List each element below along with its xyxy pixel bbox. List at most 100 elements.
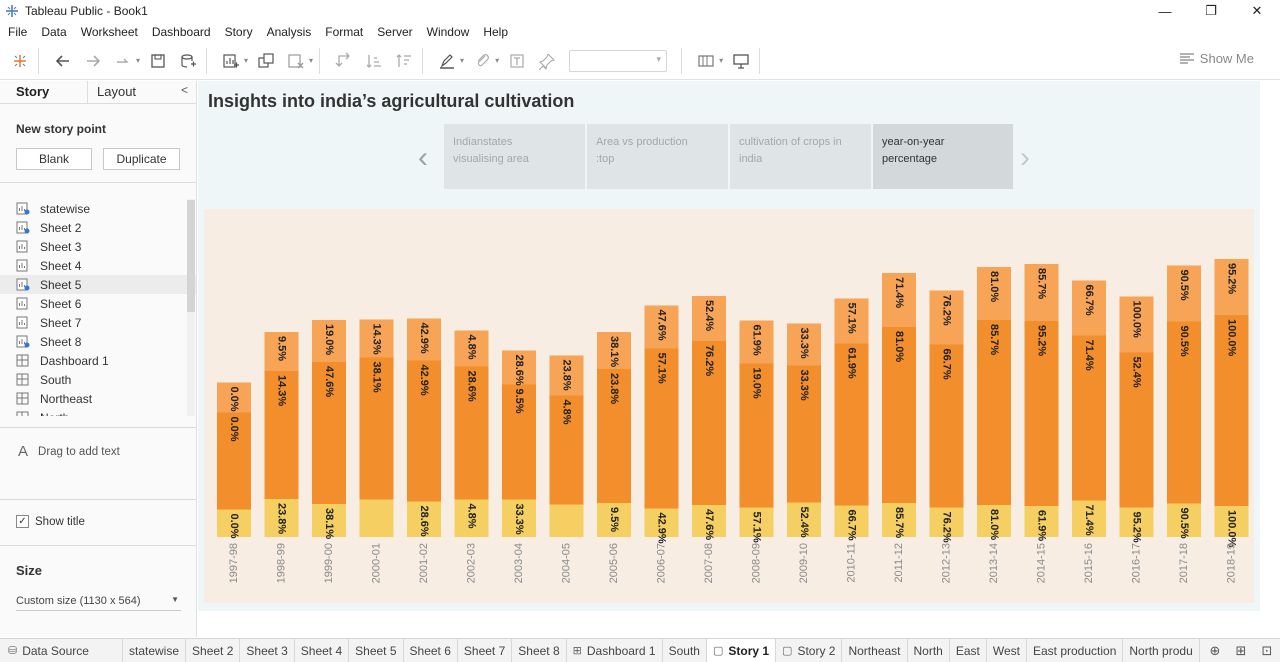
sheet-list-item[interactable]: Sheet 5 xyxy=(0,275,196,294)
bar-segment[interactable] xyxy=(739,363,774,508)
bar-segment[interactable] xyxy=(264,371,299,499)
bar-segment[interactable] xyxy=(834,343,869,506)
bar-segment[interactable] xyxy=(692,341,726,505)
bar-segment[interactable] xyxy=(644,348,679,509)
swap-rows-columns-icon[interactable] xyxy=(332,49,356,73)
bar-segment[interactable] xyxy=(312,504,346,537)
sort-descending-icon[interactable] xyxy=(392,49,416,73)
tab-statewise[interactable]: statewise xyxy=(123,639,187,662)
story-point-4[interactable]: year-on-year percentage xyxy=(873,124,1015,189)
bar-segment[interactable] xyxy=(977,505,1011,537)
bar-segment[interactable] xyxy=(359,357,394,500)
bar-segment[interactable] xyxy=(502,384,536,500)
bar-segment[interactable] xyxy=(1167,503,1201,538)
tab-story[interactable]: Story xyxy=(16,84,50,99)
show-cards-icon[interactable] xyxy=(694,49,718,73)
bar-segment[interactable] xyxy=(217,509,251,538)
bar-segment[interactable] xyxy=(1072,335,1106,501)
sheet-list-item[interactable]: Dashboard 1 xyxy=(0,351,196,370)
bar-segment[interactable] xyxy=(929,344,964,508)
tab-east[interactable]: East xyxy=(950,639,987,662)
show-me-button[interactable]: Show Me xyxy=(1179,51,1254,66)
menu-dashboard[interactable]: Dashboard xyxy=(151,25,211,39)
sheet-list-item[interactable]: Sheet 6 xyxy=(0,294,196,313)
bar-segment[interactable] xyxy=(217,412,251,510)
bar-segment[interactable] xyxy=(597,503,631,537)
bar-segment[interactable] xyxy=(1119,507,1154,538)
tab-dashboard-1[interactable]: ⊞ Dashboard 1 xyxy=(567,639,663,662)
menu-file[interactable]: File xyxy=(8,25,28,39)
restore-icon[interactable]: ❐ xyxy=(1205,3,1217,18)
new-worksheet-tab-icon[interactable]: ⊕ xyxy=(1209,643,1221,658)
tab-north[interactable]: North xyxy=(908,639,950,662)
bar-segment[interactable] xyxy=(312,320,346,362)
menu-format[interactable]: Format xyxy=(325,25,364,39)
blank-button[interactable]: Blank xyxy=(16,148,92,170)
bar-segment[interactable] xyxy=(929,507,964,538)
new-worksheet-icon[interactable] xyxy=(219,49,243,73)
redo-icon[interactable] xyxy=(81,49,105,73)
drag-to-add-text[interactable]: A Drag to add text xyxy=(18,443,120,460)
tab-west[interactable]: West xyxy=(987,639,1027,662)
bar-segment[interactable] xyxy=(787,502,821,538)
bar-segment[interactable] xyxy=(977,320,1011,505)
bar-segment[interactable] xyxy=(882,503,916,537)
highlight-icon[interactable] xyxy=(435,49,459,73)
sheet-list-item[interactable]: South xyxy=(0,370,196,389)
bar-segment[interactable] xyxy=(549,355,584,396)
bar-segment[interactable] xyxy=(407,318,441,361)
bar-segment[interactable] xyxy=(1119,352,1154,508)
sheet-list-item[interactable]: Sheet 7 xyxy=(0,313,196,332)
bar-segment[interactable] xyxy=(1024,264,1059,321)
bar-segment[interactable] xyxy=(692,505,726,537)
bar-segment[interactable] xyxy=(502,350,536,385)
new-data-source-icon[interactable] xyxy=(176,49,200,73)
save-icon[interactable] xyxy=(146,49,170,73)
bar-segment[interactable] xyxy=(882,327,916,503)
story-point-3[interactable]: cultivation of crops in india xyxy=(730,124,873,189)
menu-data[interactable]: Data xyxy=(41,25,67,39)
bar-segment[interactable] xyxy=(1119,296,1154,353)
sheet-list-item[interactable]: North xyxy=(0,408,196,416)
group-members-icon[interactable] xyxy=(470,49,494,73)
bar-segment[interactable] xyxy=(739,507,774,538)
bar-segment[interactable] xyxy=(549,395,584,505)
bar-segment[interactable] xyxy=(407,501,441,538)
bar-segment[interactable] xyxy=(1167,321,1201,504)
bar-segment[interactable] xyxy=(1214,506,1249,537)
bar-segment[interactable] xyxy=(834,298,869,344)
tab-north-production[interactable]: North produ xyxy=(1123,639,1200,662)
bar-segment[interactable] xyxy=(787,365,821,503)
new-dashboard-tab-icon[interactable]: ⊞ xyxy=(1235,643,1247,658)
tab-story-1[interactable]: ▢ Story 1 xyxy=(706,639,777,662)
menu-story[interactable]: Story xyxy=(224,25,253,39)
bar-segment[interactable] xyxy=(359,319,394,358)
presentation-mode-icon[interactable] xyxy=(729,49,753,73)
bar-segment[interactable] xyxy=(977,267,1011,320)
bar-segment[interactable] xyxy=(1167,265,1201,322)
tab-east-production[interactable]: East production xyxy=(1027,639,1124,662)
bar-segment[interactable] xyxy=(882,273,916,327)
bar-segment[interactable] xyxy=(454,366,489,500)
minimize-icon[interactable]: — xyxy=(1158,3,1172,19)
tab-northeast[interactable]: Northeast xyxy=(842,639,908,662)
bar-segment[interactable] xyxy=(359,499,394,538)
bar-segment[interactable] xyxy=(264,332,299,371)
menu-worksheet[interactable]: Worksheet xyxy=(80,25,138,39)
sheet-list-item[interactable]: Sheet 2 xyxy=(0,218,196,237)
bar-segment[interactable] xyxy=(264,499,299,537)
bar-segment[interactable] xyxy=(787,323,821,366)
bar-segment[interactable] xyxy=(312,362,346,504)
bar-segment[interactable] xyxy=(834,505,869,538)
menu-analysis[interactable]: Analysis xyxy=(266,25,312,39)
previous-story-point-icon[interactable]: ‹ xyxy=(418,141,428,174)
next-story-point-icon[interactable]: › xyxy=(1020,141,1030,174)
duplicate-sheet-icon[interactable] xyxy=(254,49,278,73)
bar-segment[interactable] xyxy=(1072,500,1106,538)
bar-segment[interactable] xyxy=(407,360,441,502)
fit-select[interactable] xyxy=(569,49,668,72)
tab-sheet-5[interactable]: Sheet 5 xyxy=(349,639,404,662)
bar-segment[interactable] xyxy=(692,296,726,341)
sheet-list-item[interactable]: statewise xyxy=(0,199,196,218)
bar-segment[interactable] xyxy=(1024,321,1059,506)
